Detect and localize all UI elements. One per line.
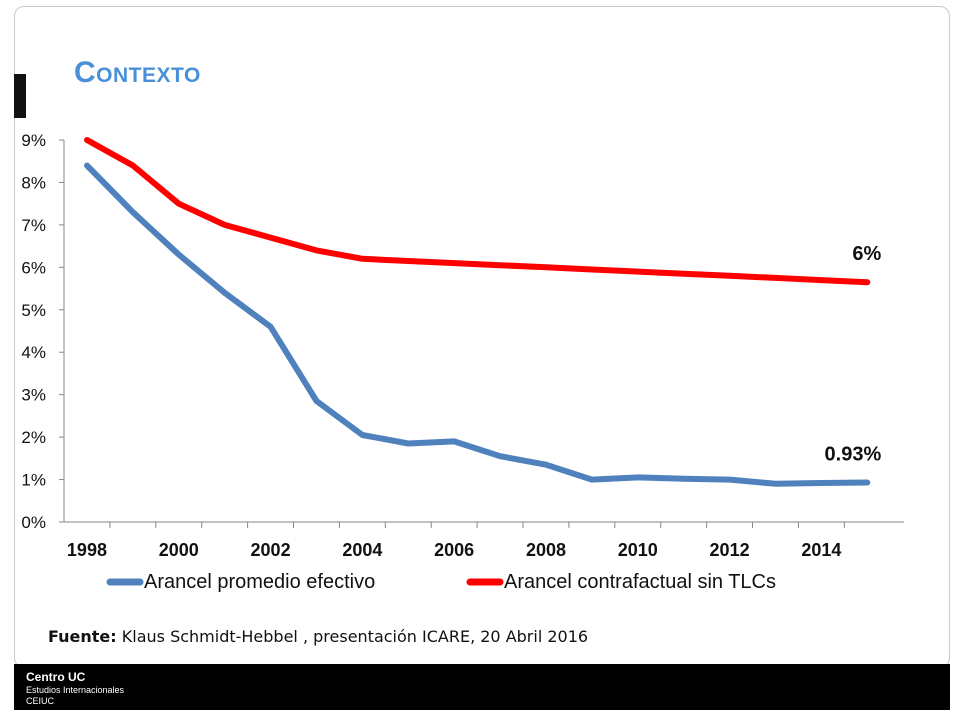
- source-note: Fuente: Klaus Schmidt-Hebbel , presentac…: [48, 627, 588, 646]
- y-tick-label: 6%: [21, 258, 46, 277]
- footer-logo-title: Centro UC: [26, 670, 86, 684]
- series-line-2: [84, 137, 871, 286]
- source-text: Klaus Schmidt-Hebbel , presentación ICAR…: [116, 627, 589, 646]
- footer-logo-acronym: CEIUC: [26, 696, 55, 706]
- x-tick-label: 2004: [342, 540, 382, 560]
- y-tick-label: 9%: [21, 131, 46, 150]
- y-tick-label: 0%: [21, 513, 46, 532]
- x-tick-label: 2014: [801, 540, 841, 560]
- slide-title: Contexto: [74, 56, 201, 89]
- series-lines: [84, 137, 871, 487]
- x-tick-label: 2010: [618, 540, 658, 560]
- x-tick-label: 2000: [159, 540, 199, 560]
- legend: Arancel promedio efectivo Arancel contraf…: [106, 571, 776, 593]
- x-tick-label: 2008: [526, 540, 566, 560]
- footer-bar: Centro UC Estudios Internacionales CEIUC: [14, 664, 950, 710]
- x-tick-label: 2012: [710, 540, 750, 560]
- series-line-1: [84, 162, 871, 487]
- y-tick-label: 7%: [21, 216, 46, 235]
- x-tick-label: 1998: [67, 540, 107, 560]
- x-tick-label: 2002: [251, 540, 291, 560]
- legend-label-1: Arancel promedio efectivo: [144, 571, 375, 593]
- slide-frame: [14, 6, 950, 668]
- series-end-label-1: 0.93%: [825, 444, 882, 466]
- source-label: Fuente:: [48, 627, 117, 646]
- y-tick-label: 1%: [21, 471, 46, 490]
- y-tick-label: 8%: [21, 173, 46, 192]
- x-axis: 1998 2000 2002 2004 2006 2008 2010 2012 2014: [64, 521, 904, 560]
- y-tick-label: 5%: [21, 301, 46, 320]
- footer-logo-subtitle: Estudios Internacionales: [26, 685, 125, 695]
- legend-label-2: Arancel contrafactual sin TLCs: [504, 571, 776, 593]
- y-tick-label: 4%: [21, 343, 46, 362]
- y-tick-label: 2%: [21, 428, 46, 447]
- y-tick-label: 3%: [21, 386, 46, 405]
- slide-accent-bar: [14, 74, 26, 118]
- end-labels: 0.93% 6%: [825, 243, 882, 465]
- y-axis: 0% 1% 2% 3% 4% 5% 6% 7% 8% 9%: [21, 131, 65, 532]
- series-end-label-2: 6%: [852, 243, 881, 265]
- x-tick-label: 2006: [434, 540, 474, 560]
- tariff-line-chart: 0% 1% 2% 3% 4% 5% 6% 7% 8% 9% 1998 2000 2002 2004 200…: [21, 131, 904, 593]
